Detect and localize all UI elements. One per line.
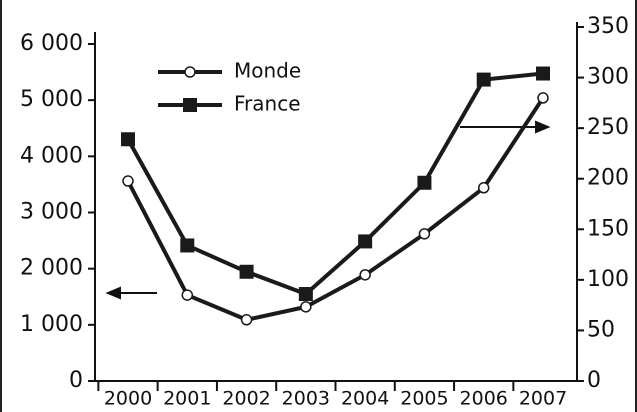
arrow-left-head xyxy=(105,286,121,300)
x-tick-label: 2004 xyxy=(341,388,389,410)
marker xyxy=(537,92,549,104)
arrow-right-head xyxy=(535,120,551,134)
y2-tick-label: 250 xyxy=(587,115,629,140)
y2-tick-label: 200 xyxy=(587,166,629,191)
marker xyxy=(359,269,371,281)
y-tick-label: 1 000 xyxy=(20,312,83,337)
x-tick-label: 2002 xyxy=(222,388,270,410)
x-tick-label: 2003 xyxy=(282,388,330,410)
legend-label: Monde xyxy=(234,59,301,83)
marker xyxy=(477,182,490,194)
marker xyxy=(122,175,134,187)
marker xyxy=(300,301,312,313)
marker xyxy=(298,287,313,302)
x-tick-label: 2007 xyxy=(519,388,567,410)
series-line xyxy=(126,71,544,297)
legend-label: France xyxy=(234,92,301,116)
legend-marker xyxy=(183,98,197,112)
marker xyxy=(476,72,491,87)
marker xyxy=(358,234,373,249)
y-tick-label: 3 000 xyxy=(20,200,83,225)
y-tick-label: 2 000 xyxy=(20,256,83,281)
y-tick-label: 5 000 xyxy=(20,87,83,112)
legend-marker xyxy=(184,66,196,78)
y2-tick-label: 150 xyxy=(587,216,629,241)
marker xyxy=(536,66,550,81)
series-line xyxy=(126,96,545,322)
y2-tick-label: 100 xyxy=(587,267,629,292)
y2-tick-label: 300 xyxy=(587,65,629,90)
y-tick-label: 6 000 xyxy=(20,31,83,56)
marker xyxy=(181,289,194,301)
y2-tick-label: 0 xyxy=(587,368,601,393)
marker xyxy=(417,175,432,190)
marker xyxy=(240,314,253,326)
y-tick-label: 0 xyxy=(69,368,83,393)
marker xyxy=(418,228,431,240)
marker xyxy=(180,238,195,253)
x-tick-label: 2000 xyxy=(104,388,152,410)
y2-tick-label: 50 xyxy=(587,317,615,342)
x-tick-label: 2001 xyxy=(163,388,211,410)
marker xyxy=(121,132,135,147)
y2-tick-label: 350 xyxy=(587,14,629,39)
arrows xyxy=(105,120,551,300)
y-tick-label: 4 000 xyxy=(20,143,83,168)
marker xyxy=(239,264,254,279)
x-tick-label: 2005 xyxy=(400,388,448,410)
x-tick-label: 2006 xyxy=(460,388,508,410)
